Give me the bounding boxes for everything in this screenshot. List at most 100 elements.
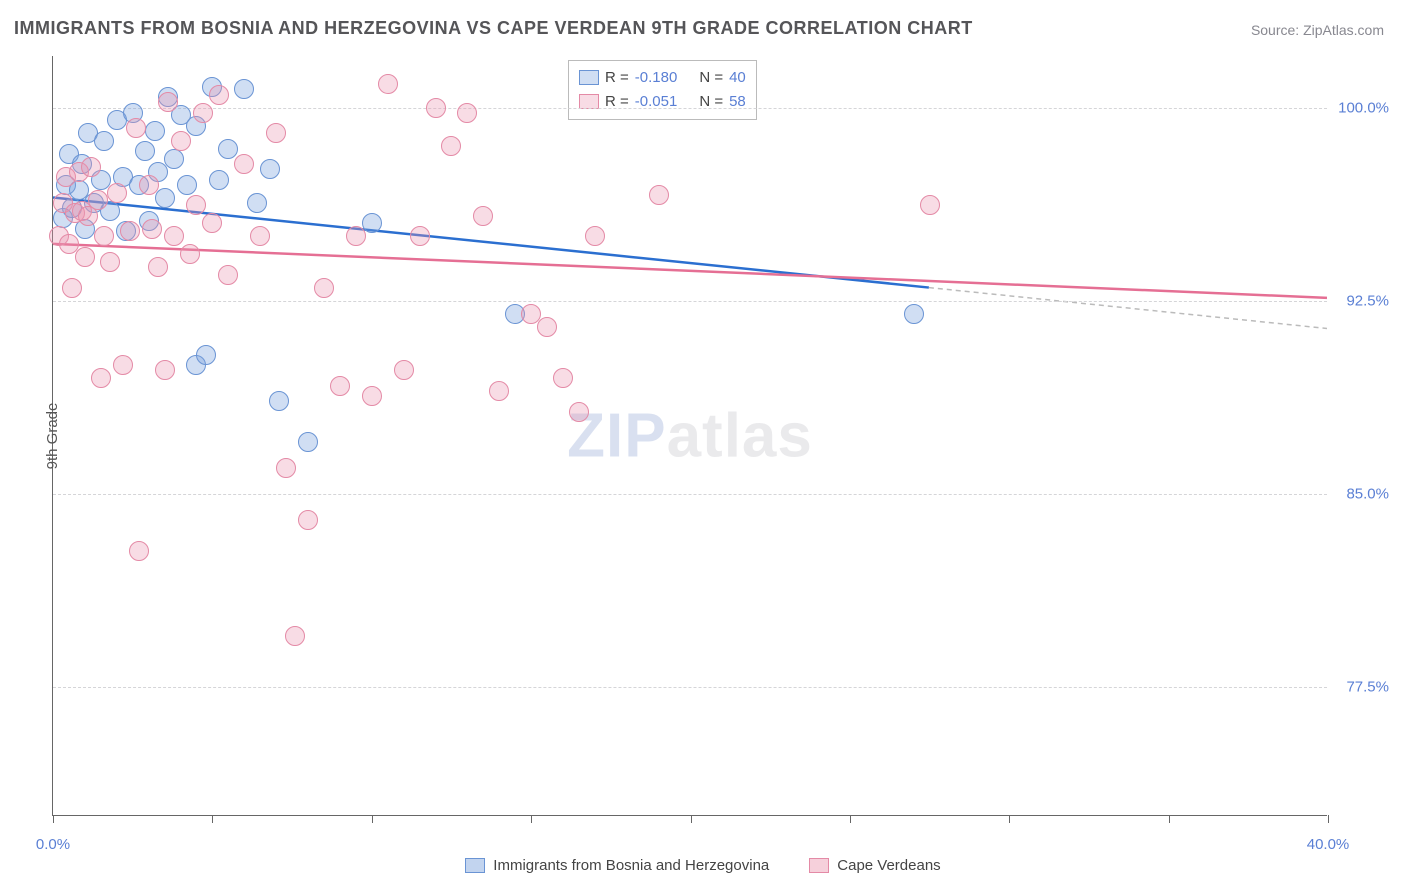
scatter-point-capeverde	[426, 98, 446, 118]
y-tick-label: 100.0%	[1334, 99, 1389, 116]
scatter-point-capeverde	[148, 257, 168, 277]
scatter-point-capeverde	[91, 368, 111, 388]
x-tick	[212, 815, 213, 823]
x-tick	[372, 815, 373, 823]
scatter-point-capeverde	[410, 226, 430, 246]
legend-swatch-icon	[579, 70, 599, 85]
legend-row-bosnia: R = -0.180 N = 40	[579, 65, 746, 89]
gridline-horizontal	[53, 301, 1327, 302]
scatter-point-capeverde	[218, 265, 238, 285]
series-legend: Immigrants from Bosnia and Herzegovina Ca…	[0, 857, 1406, 874]
scatter-point-capeverde	[107, 183, 127, 203]
scatter-point-bosnia	[155, 188, 175, 208]
y-tick-label: 77.5%	[1334, 679, 1389, 696]
scatter-point-capeverde	[164, 226, 184, 246]
scatter-point-bosnia	[164, 149, 184, 169]
trend-line-dashed-bosnia	[929, 288, 1327, 329]
scatter-point-capeverde	[88, 190, 108, 210]
scatter-point-capeverde	[186, 195, 206, 215]
scatter-point-capeverde	[155, 360, 175, 380]
scatter-point-capeverde	[100, 252, 120, 272]
x-tick-label: 0.0%	[36, 836, 70, 853]
y-axis-label: 9th Grade	[44, 402, 61, 469]
gridline-horizontal	[53, 108, 1327, 109]
legend-swatch-icon	[809, 858, 829, 873]
scatter-point-bosnia	[196, 345, 216, 365]
scatter-point-capeverde	[126, 118, 146, 138]
scatter-point-capeverde	[569, 402, 589, 422]
scatter-point-bosnia	[135, 141, 155, 161]
scatter-point-bosnia	[177, 175, 197, 195]
scatter-point-capeverde	[346, 226, 366, 246]
scatter-point-capeverde	[553, 368, 573, 388]
bottom-legend-label: Cape Verdeans	[837, 857, 940, 874]
watermark-atlas: atlas	[667, 401, 813, 470]
scatter-point-capeverde	[234, 154, 254, 174]
scatter-point-capeverde	[158, 92, 178, 112]
scatter-point-capeverde	[285, 626, 305, 646]
scatter-point-capeverde	[180, 244, 200, 264]
gridline-horizontal	[53, 687, 1327, 688]
scatter-point-capeverde	[457, 103, 477, 123]
legend-r-label: R =	[605, 69, 629, 86]
scatter-point-capeverde	[75, 247, 95, 267]
trend-line-capeverde	[53, 244, 1327, 298]
scatter-point-bosnia	[904, 304, 924, 324]
scatter-point-bosnia	[209, 170, 229, 190]
scatter-point-capeverde	[537, 317, 557, 337]
x-tick-label: 40.0%	[1307, 836, 1350, 853]
x-tick	[850, 815, 851, 823]
gridline-horizontal	[53, 494, 1327, 495]
scatter-point-bosnia	[269, 391, 289, 411]
scatter-point-capeverde	[378, 74, 398, 94]
scatter-point-capeverde	[129, 541, 149, 561]
scatter-point-bosnia	[247, 193, 267, 213]
scatter-point-capeverde	[171, 131, 191, 151]
scatter-point-capeverde	[473, 206, 493, 226]
scatter-point-capeverde	[314, 278, 334, 298]
x-tick	[531, 815, 532, 823]
chart-plot-area: 9th Grade ZIPatlas R =-0.180N =40R =-0.0…	[52, 56, 1327, 816]
scatter-point-capeverde	[441, 136, 461, 156]
scatter-point-capeverde	[276, 458, 296, 478]
x-tick	[1169, 815, 1170, 823]
x-tick	[53, 815, 54, 823]
legend-n-value: 40	[729, 69, 746, 86]
y-tick-label: 92.5%	[1334, 292, 1389, 309]
scatter-point-capeverde	[585, 226, 605, 246]
scatter-point-bosnia	[362, 213, 382, 233]
legend-swatch-icon	[465, 858, 485, 873]
scatter-point-capeverde	[362, 386, 382, 406]
bottom-legend-label: Immigrants from Bosnia and Herzegovina	[493, 857, 769, 874]
legend-n-label: N =	[699, 69, 723, 86]
legend-swatch-icon	[579, 94, 599, 109]
legend-row-capeverde: R =-0.051N =58	[579, 89, 746, 113]
x-tick	[1328, 815, 1329, 823]
scatter-point-capeverde	[142, 219, 162, 239]
scatter-point-capeverde	[920, 195, 940, 215]
scatter-point-capeverde	[298, 510, 318, 530]
scatter-point-capeverde	[94, 226, 114, 246]
scatter-point-bosnia	[218, 139, 238, 159]
correlation-legend-box: R = -0.180 N = 40 R =-0.051N =58	[568, 60, 757, 120]
bottom-legend-item: Cape Verdeans	[809, 857, 940, 874]
scatter-point-capeverde	[81, 157, 101, 177]
scatter-point-bosnia	[145, 121, 165, 141]
scatter-point-capeverde	[113, 355, 133, 375]
source-attribution: Source: ZipAtlas.com	[1251, 22, 1384, 38]
scatter-point-capeverde	[139, 175, 159, 195]
chart-title: IMMIGRANTS FROM BOSNIA AND HERZEGOVINA V…	[14, 18, 973, 39]
y-tick-label: 85.0%	[1334, 485, 1389, 502]
scatter-point-bosnia	[298, 432, 318, 452]
scatter-point-bosnia	[260, 159, 280, 179]
scatter-point-capeverde	[330, 376, 350, 396]
legend-r-value: -0.180	[635, 69, 678, 86]
scatter-point-capeverde	[250, 226, 270, 246]
scatter-point-capeverde	[202, 213, 222, 233]
scatter-point-capeverde	[266, 123, 286, 143]
scatter-point-capeverde	[209, 85, 229, 105]
scatter-point-capeverde	[62, 278, 82, 298]
scatter-point-capeverde	[120, 221, 140, 241]
x-tick	[691, 815, 692, 823]
scatter-point-capeverde	[649, 185, 669, 205]
